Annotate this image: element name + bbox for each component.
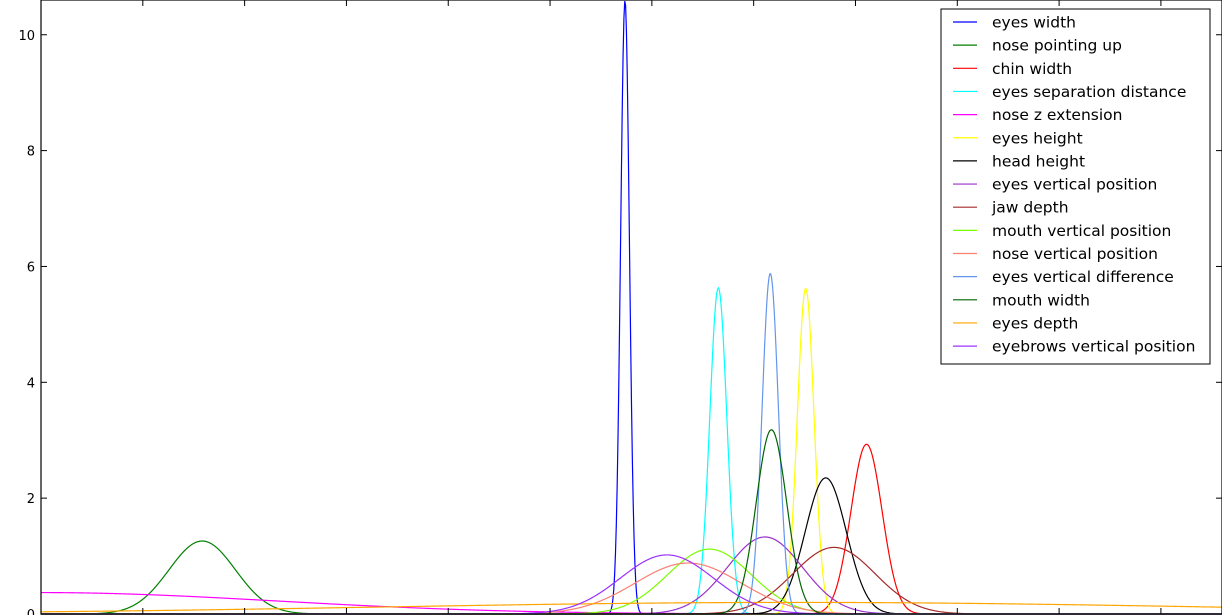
legend-label-jaw-depth: jaw depth [991, 199, 1069, 217]
series-line-mouth-width [41, 429, 1222, 615]
plot-frame [40, 0, 1222, 615]
series-line-nose-vertical-position [41, 562, 1222, 615]
series-line-chin-width [41, 443, 1222, 615]
legend-label-eyes-vertical-position: eyes vertical position [992, 176, 1157, 194]
y-tick-label: 4 [27, 376, 35, 391]
legend-label-eyebrows-vertical-position: eyebrows vertical position [992, 338, 1195, 356]
y-tick-label: 8 [27, 145, 35, 160]
legend-label-eyes-separation-distance: eyes separation distance [992, 83, 1186, 101]
legend-label-eyes-height: eyes height [992, 129, 1083, 147]
y-tick-label: 2 [27, 492, 35, 507]
legend-label-nose-pointing-up: nose pointing up [992, 37, 1122, 55]
legend-label-head-height: head height [992, 152, 1085, 170]
series-line-head-height [41, 477, 1222, 615]
legend-label-eyes-width: eyes width [992, 14, 1076, 32]
legend-label-eyes-vertical-difference: eyes vertical difference [992, 268, 1174, 286]
legend-label-nose-vertical-position: nose vertical position [992, 245, 1158, 263]
legend-label-nose-z-extension: nose z extension [992, 106, 1122, 124]
y-tick-label: 6 [27, 260, 35, 275]
legend-label-eyes-depth: eyes depth [992, 314, 1078, 332]
y-axis: 0 2 4 6 8 10 [18, 29, 1222, 615]
legend-box [940, 8, 1211, 365]
y-tick-label: 0 [27, 608, 35, 615]
legend: eyes width nose pointing up chin width eyes… [940, 8, 1211, 365]
x-axis [40, 0, 1162, 614]
legend-label-mouth-vertical-position: mouth vertical position [992, 222, 1171, 240]
legend-label-chin-width: chin width [992, 60, 1072, 78]
series-line-eyes-depth [41, 601, 1222, 613]
y-tick-label: 10 [18, 29, 35, 44]
legend-label-mouth-width: mouth width [992, 291, 1090, 309]
